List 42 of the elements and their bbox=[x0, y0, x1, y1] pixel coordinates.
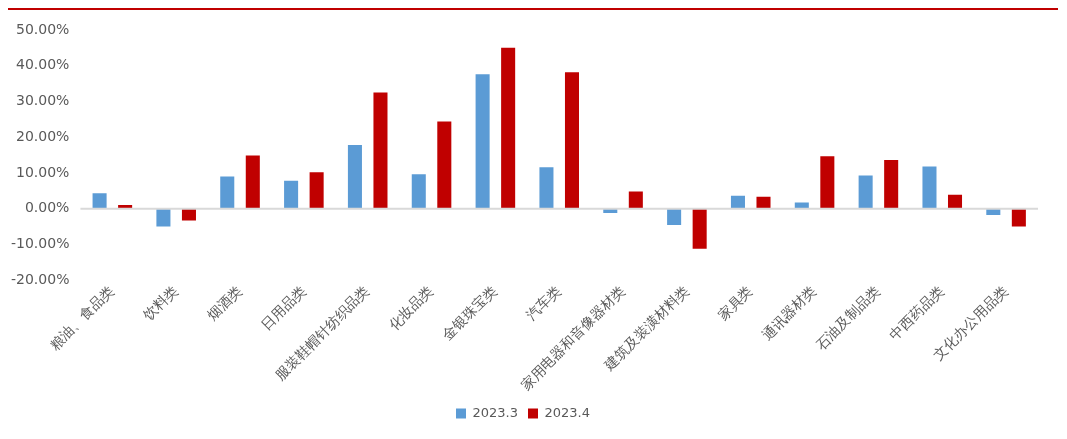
bar bbox=[475, 74, 490, 209]
y-tick-label: -10.00% bbox=[11, 235, 70, 252]
y-tick-label: 10.00% bbox=[16, 163, 70, 180]
bar bbox=[922, 166, 937, 209]
bar bbox=[820, 156, 835, 209]
bar bbox=[947, 194, 963, 209]
x-tick-label: 饮料类 bbox=[139, 282, 181, 325]
bar bbox=[1011, 208, 1026, 227]
bar bbox=[92, 193, 107, 209]
bar bbox=[245, 155, 260, 209]
y-tick-label: 40.00% bbox=[16, 56, 70, 73]
bar bbox=[373, 92, 388, 209]
bar bbox=[539, 167, 554, 209]
bar bbox=[220, 176, 235, 209]
legend-label: 2023.4 bbox=[544, 404, 590, 420]
bar bbox=[667, 208, 682, 226]
bar bbox=[564, 72, 580, 209]
bar bbox=[411, 174, 426, 209]
bar bbox=[628, 191, 643, 209]
y-tick-label: 30.00% bbox=[16, 92, 70, 109]
bar bbox=[284, 180, 299, 209]
bar bbox=[156, 208, 171, 227]
bar bbox=[347, 145, 362, 209]
x-tick-label: 日用品类 bbox=[257, 282, 309, 334]
bar bbox=[730, 195, 745, 209]
legend-label: 2023.3 bbox=[472, 404, 519, 420]
x-tick-label: 汽车类 bbox=[522, 282, 564, 324]
bar bbox=[501, 47, 516, 209]
x-tick-label: 烟酒类 bbox=[203, 282, 245, 324]
y-tick-label: 0.00% bbox=[24, 199, 70, 216]
y-tick-label: -20.00% bbox=[11, 270, 70, 287]
y-tick-label: 20.00% bbox=[16, 127, 70, 144]
bar bbox=[437, 121, 452, 209]
x-tick-label: 家具类 bbox=[714, 282, 756, 324]
y-tick-label: 50.00% bbox=[16, 20, 70, 37]
bar bbox=[692, 208, 707, 249]
x-tick-label: 金银珠宝类 bbox=[439, 282, 501, 344]
x-tick-label: 化妆品类 bbox=[385, 282, 437, 334]
bar bbox=[858, 175, 873, 209]
bar bbox=[309, 172, 324, 209]
bar bbox=[756, 196, 771, 209]
bar bbox=[884, 160, 899, 209]
